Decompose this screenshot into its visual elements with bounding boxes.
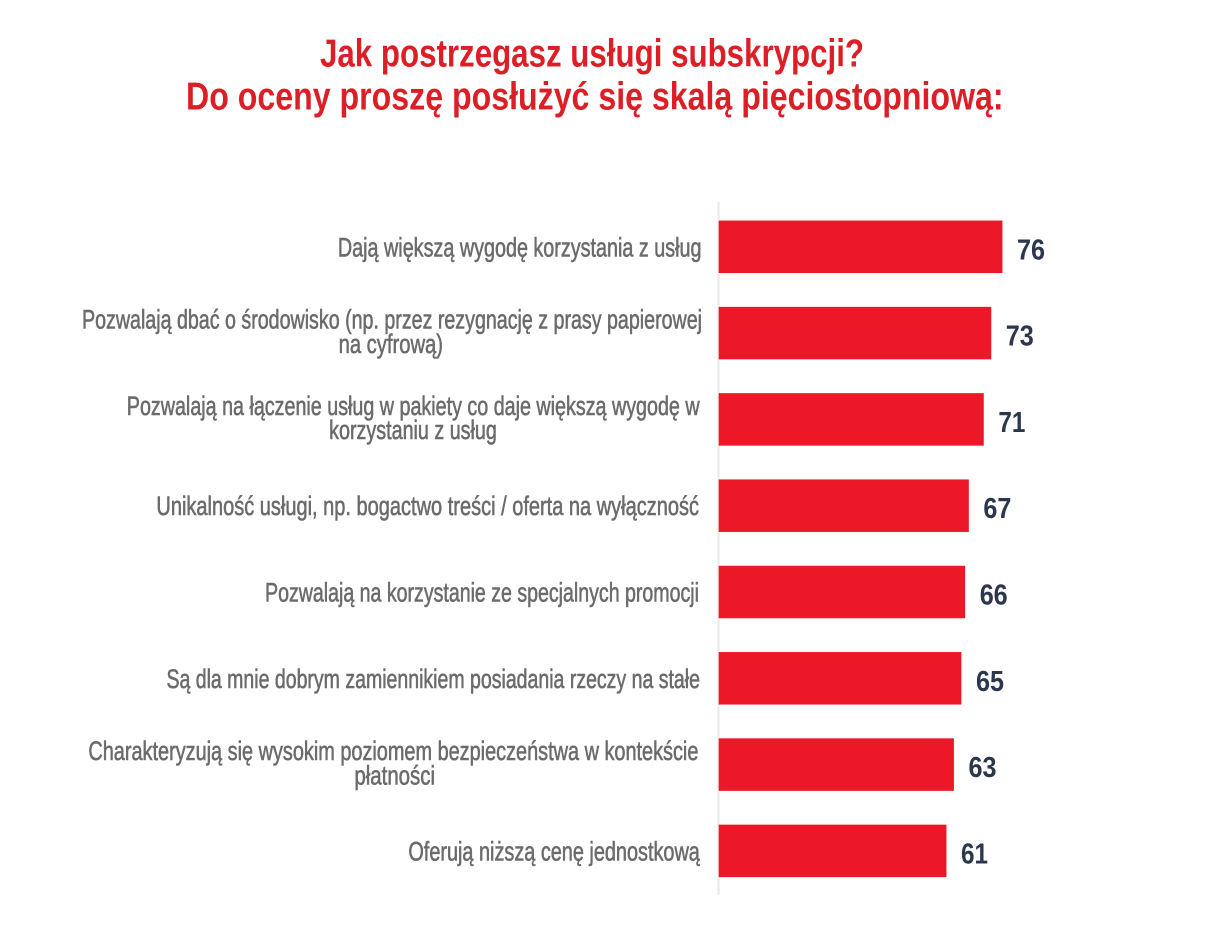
svg-text:66: 66 <box>980 580 1008 612</box>
svg-text:Pozwalają na łączenie usług w: Pozwalają na łączenie usług w pakiety co… <box>127 391 700 421</box>
svg-text:płatności: płatności <box>354 760 435 790</box>
svg-text:Są dla mnie dobrym zamiennikie: Są dla mnie dobrym zamiennikiem posiadan… <box>166 664 700 694</box>
svg-text:67: 67 <box>983 493 1011 525</box>
svg-text:Pozwalają dbać o środowisko (n: Pozwalają dbać o środowisko (np. przez r… <box>82 305 702 335</box>
svg-text:Oferują niższą cenę jednostkow: Oferują niższą cenę jednostkową <box>408 836 700 866</box>
svg-text:korzystaniu z usług: korzystaniu z usług <box>329 415 497 445</box>
svg-text:na cyfrową): na cyfrową) <box>339 329 443 359</box>
svg-text:63: 63 <box>969 752 997 784</box>
svg-text:61: 61 <box>961 838 988 870</box>
svg-text:Dają większą wygodę korzystani: Dają większą wygodę korzystania z usług <box>338 232 702 262</box>
svg-text:65: 65 <box>976 666 1004 698</box>
svg-text:73: 73 <box>1006 321 1034 353</box>
svg-text:Unikalność usługi, np. bogactw: Unikalność usługi, np. bogactwo treści /… <box>156 491 699 521</box>
svg-text:Pozwalają na korzystanie ze sp: Pozwalają na korzystanie ze specjalnych … <box>265 578 699 608</box>
svg-text:Jak postrzegasz usługi subskry: Jak postrzegasz usługi subskrypcji? <box>320 33 864 76</box>
svg-text:Do oceny proszę posłużyć się s: Do oceny proszę posłużyć się skalą pięci… <box>186 76 1004 119</box>
svg-text:71: 71 <box>998 407 1025 439</box>
svg-text:Charakteryzują się wysokim poz: Charakteryzują się wysokim poziomem bezp… <box>88 736 698 766</box>
svg-text:76: 76 <box>1017 234 1045 266</box>
